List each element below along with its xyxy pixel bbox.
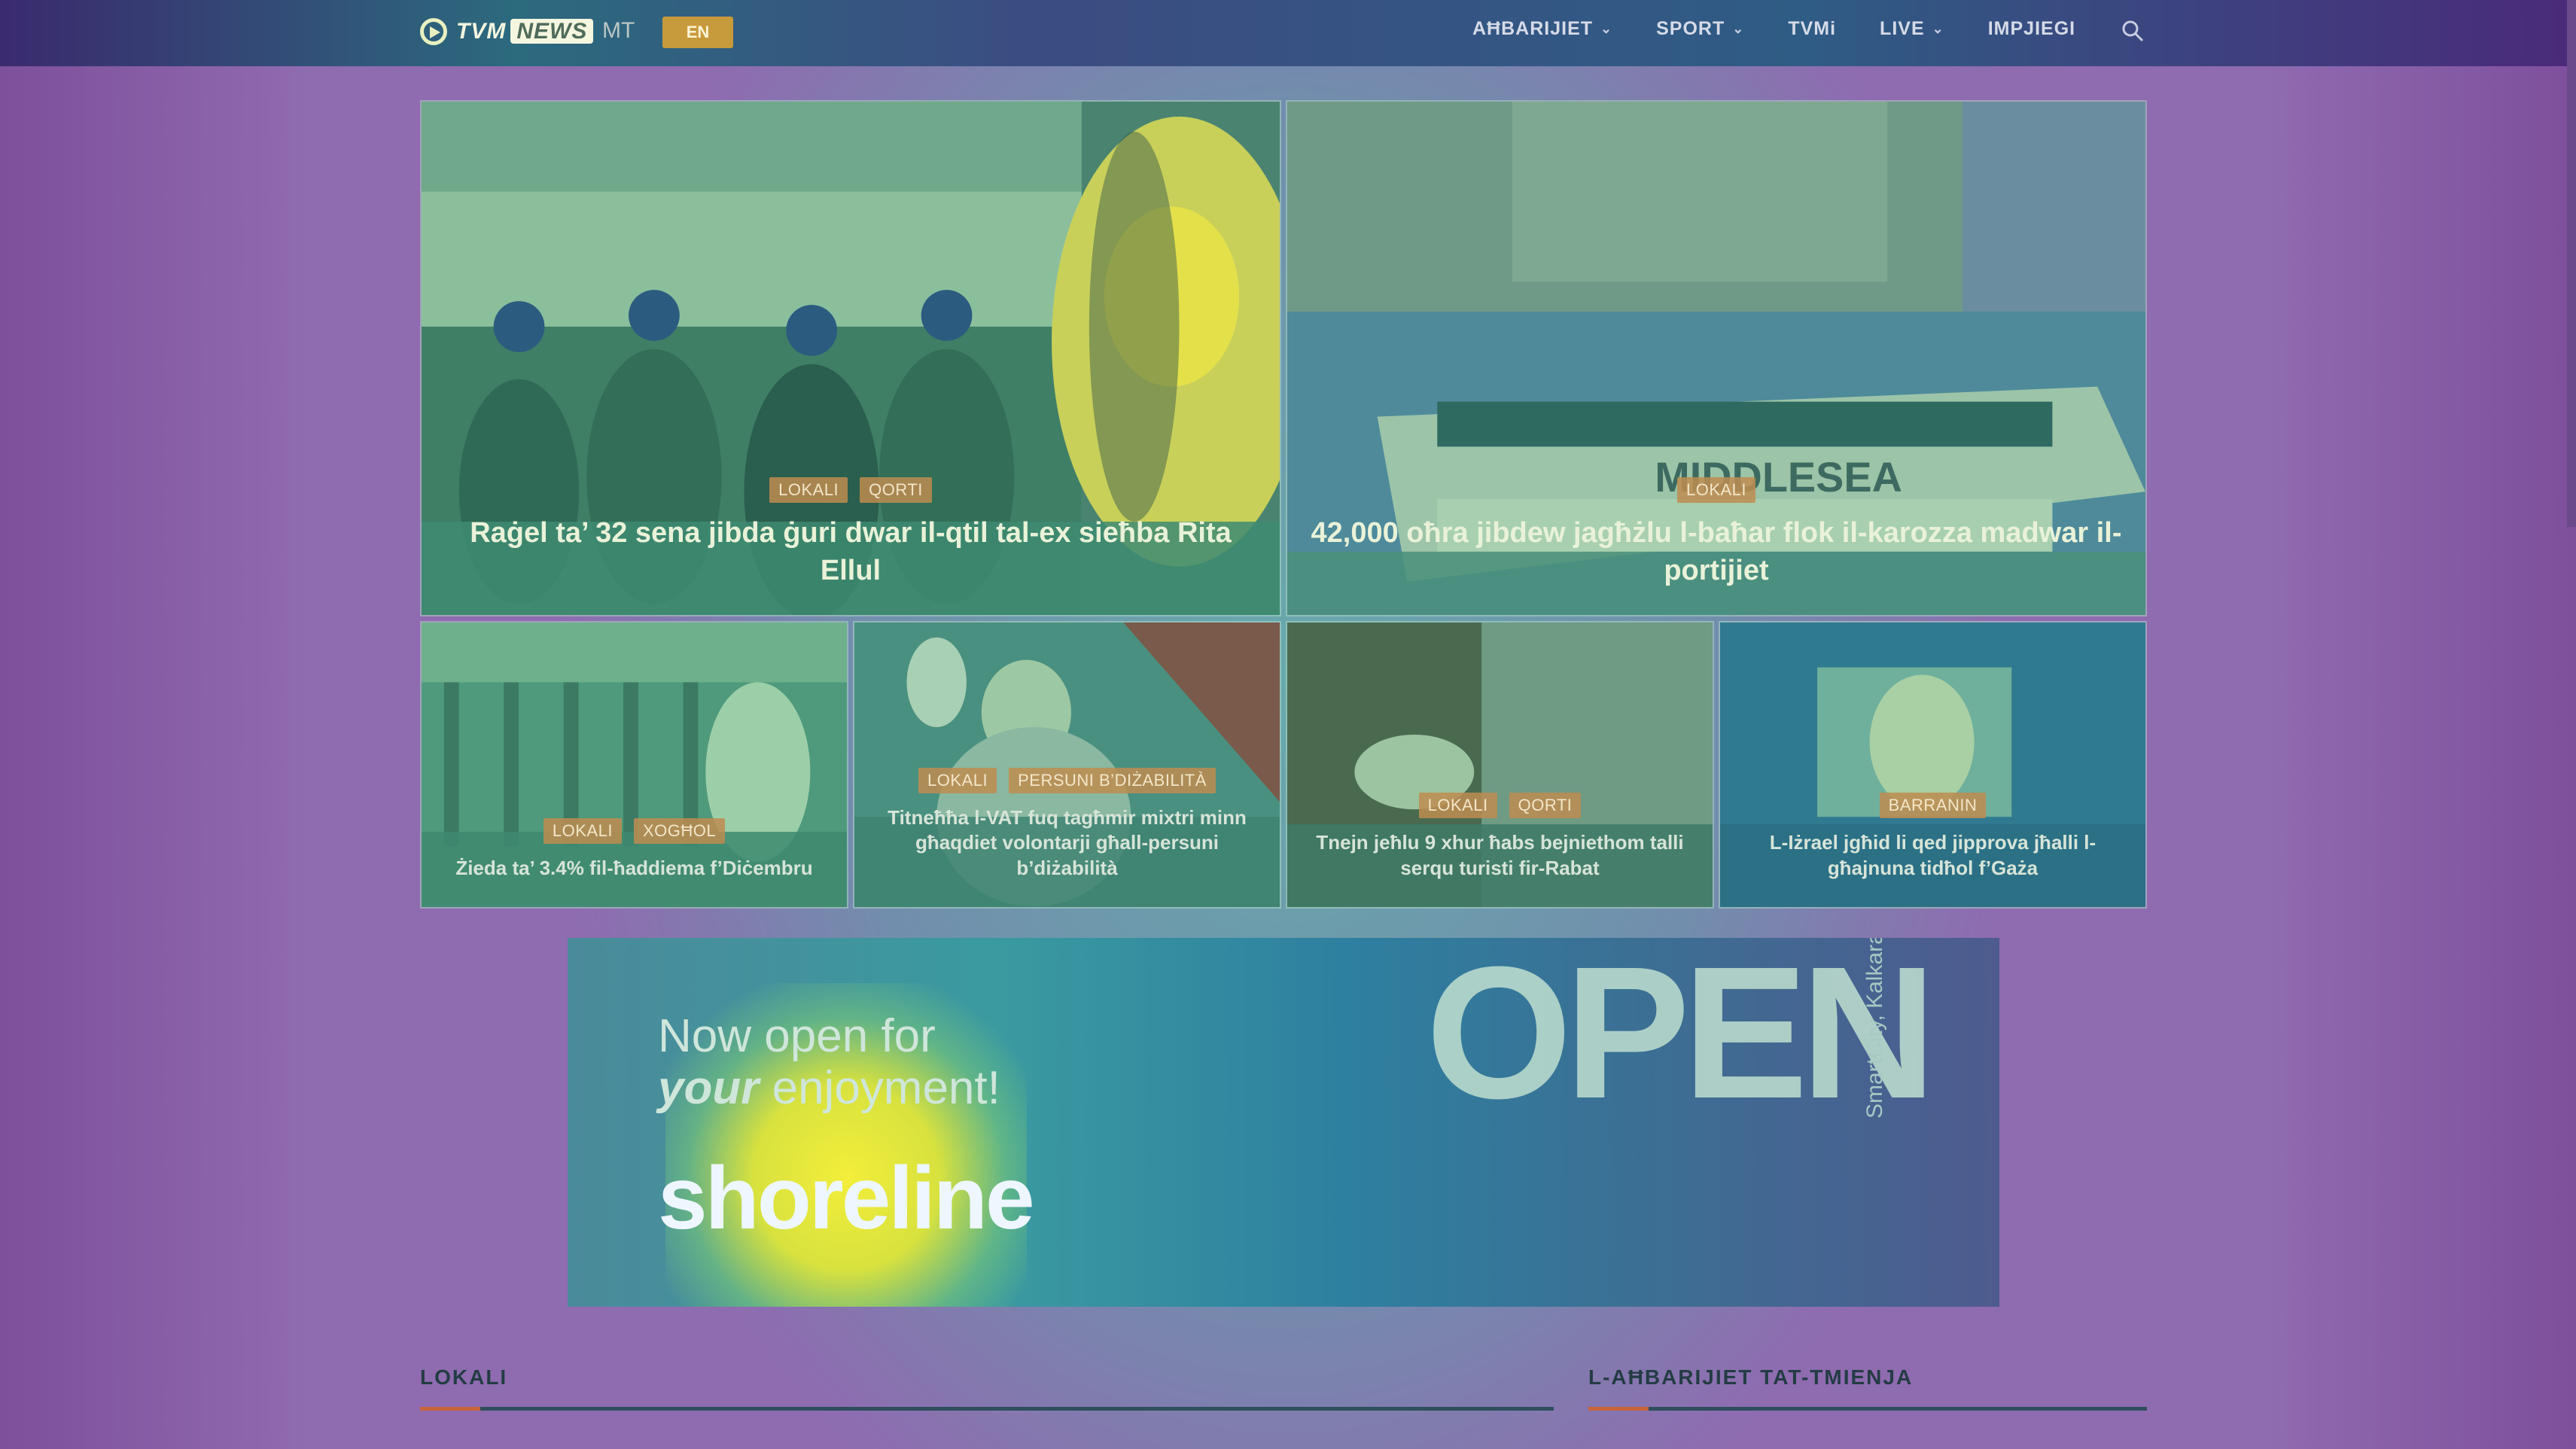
story-image [422,102,1280,615]
tvm-play-logo-icon [420,18,447,45]
chevron-down-icon: ⌄ [1732,21,1745,36]
section-title[interactable]: L-AĦBARIJIET TAT-TMIENJA [1588,1365,1914,1389]
story-title[interactable]: 42,000 oħra jibdew jagħżlu l-baħar flok … [1311,517,2122,586]
logo-wordmark: TVM NEWS [456,19,594,44]
nav-item-tvmi[interactable]: TVMi [1788,18,1837,39]
story-image [1287,623,1713,907]
category-tag[interactable]: LOKALI [918,767,997,793]
news-story-tile[interactable]: LOKALI QORTI Tnejn jeħlu 9 xhur ħabs bej… [1286,621,1714,909]
section-title[interactable]: LOKALI [420,1365,508,1389]
banner-brand-logo: shoreline [658,1149,1035,1248]
banner-tagline: Now open for your enjoyment! [658,1010,1000,1115]
story-title[interactable]: Tnejn jeħlu 9 xhur ħabs bejniethom talli… [1316,831,1684,880]
story-image: MIDDLESEA [1287,102,2145,615]
story-title[interactable]: Raġel ta’ 32 sena jibda ġuri dwar il-qti… [470,517,1232,586]
news-story-tile[interactable]: BARRANIN L-Iżrael jgħid li qed jipprova … [1719,621,2147,909]
chevron-down-icon: ⌄ [1600,21,1613,36]
story-caption: LOKALI QORTI Tnejn jeħlu 9 xhur ħabs bej… [1287,793,1713,907]
category-tag[interactable]: LOKALI [543,818,622,845]
category-tag[interactable]: LOKALI [1676,477,1756,504]
nav-item-sport[interactable]: SPORT ⌄ [1656,18,1745,39]
category-tag[interactable]: BARRANIN [1879,793,1987,819]
nav-item-impjiegi[interactable]: IMPJIEGI [1987,18,2076,39]
story-title[interactable]: Żieda ta’ 3.4% fil-ħaddiema f’Diċembru [455,857,813,880]
story-caption: BARRANIN L-Iżrael jgħid li qed jipprova … [1720,793,2145,907]
category-tag[interactable]: XOGĦOL [633,818,726,845]
banner-open-graphic: OPEN [1426,938,1936,1137]
featured-story-large[interactable]: MIDDLESEA LOKALI 42,000 oħra jibdew jagħ… [1286,100,2147,616]
nav-item-ahbarijiet[interactable]: AĦBARIJIET ⌄ [1472,18,1613,39]
category-tag[interactable]: LOKALI [769,477,848,504]
story-title[interactable]: L-Iżrael jgħid li qed jipprova jħalli l-… [1769,831,2096,880]
story-title[interactable]: Titneħħa l-VAT fuq tagħmir mixtri minn g… [888,805,1247,880]
page-scrollbar[interactable] [2567,0,2576,527]
story-caption: LOKALI XOGĦOL Żieda ta’ 3.4% fil-ħaddiem… [422,818,847,907]
tvm-news-logo[interactable]: TVM NEWS [420,15,594,48]
news-story-tile[interactable]: LOKALI PERSUNI B’DIŻABILITÀ Titneħħa l-V… [853,621,1281,909]
banner-highlight [665,983,1027,1307]
advertisement-banner[interactable]: Now open for your enjoyment! shoreline O… [568,938,1999,1307]
category-tag[interactable]: QORTI [860,477,932,504]
news-story-tile[interactable]: LOKALI XOGĦOL Żieda ta’ 3.4% fil-ħaddiem… [420,621,848,909]
search-icon[interactable] [2121,20,2144,42]
story-caption: LOKALI QORTI Raġel ta’ 32 sena jibda ġur… [422,477,1280,615]
chevron-down-icon: ⌄ [1932,21,1944,36]
story-caption: LOKALI 42,000 oħra jibdew jagħżlu l-baħa… [1287,477,2145,615]
story-image [1720,623,2145,907]
section-header-lokali: LOKALI [420,1365,1554,1411]
section-accent-bar [420,1407,480,1411]
section-accent-bar [1588,1407,1649,1411]
language-switch-button[interactable]: EN [662,17,733,48]
banner-location: SmartCity, Kalkara [1862,938,1887,1119]
story-image [422,623,847,907]
category-tag[interactable]: QORTI [1509,793,1582,819]
nav-item-live[interactable]: LIVE ⌄ [1880,18,1944,39]
main-menu: AĦBARIJIET ⌄ SPORT ⌄ TVMi LIVE ⌄ IMPJIEGI [1472,18,2075,40]
current-language-label: MT [602,18,635,43]
story-caption: LOKALI PERSUNI B’DIŻABILITÀ Titneħħa l-V… [854,767,1280,907]
section-header-tmienja: L-AĦBARIJIET TAT-TMIENJA [1588,1365,2147,1411]
featured-story-large[interactable]: LOKALI QORTI Raġel ta’ 32 sena jibda ġur… [420,100,1281,616]
top-navigation-bar: TVM NEWS MT EN AĦBARIJIET ⌄ SPORT ⌄ TVMi LI… [0,0,2576,66]
category-tag[interactable]: PERSUNI B’DIŻABILITÀ [1009,767,1216,793]
category-tag[interactable]: LOKALI [1418,793,1497,819]
